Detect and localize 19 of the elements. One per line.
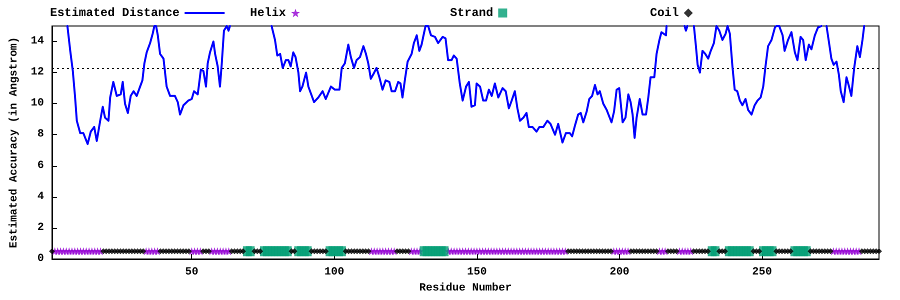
x-tick-label: 150 <box>467 266 487 278</box>
legend-label: Coil <box>650 6 679 20</box>
x-tick-label: 50 <box>185 266 198 278</box>
legend-label: Strand <box>450 6 494 20</box>
y-tick-label: 14 <box>30 36 44 48</box>
legend-label: Estimated Distance <box>50 6 180 20</box>
y-tick-label: 4 <box>37 190 44 203</box>
y-axis-title: Estimated Accuracy (in Angstrom) <box>8 36 20 248</box>
y-tick-label: 12 <box>30 66 44 79</box>
y-tick-label: 10 <box>30 98 44 110</box>
x-tick-label: 100 <box>324 266 344 278</box>
legend-label: Helix <box>250 6 286 20</box>
y-tick-label: 2 <box>37 222 44 234</box>
y-tick-label: 8 <box>37 128 44 141</box>
y-tick-label: 0 <box>37 253 44 265</box>
y-tick-label: 6 <box>37 160 44 172</box>
x-tick-label: 250 <box>752 266 772 278</box>
x-axis-title: Residue Number <box>419 282 512 294</box>
x-tick-label: 200 <box>610 266 630 278</box>
